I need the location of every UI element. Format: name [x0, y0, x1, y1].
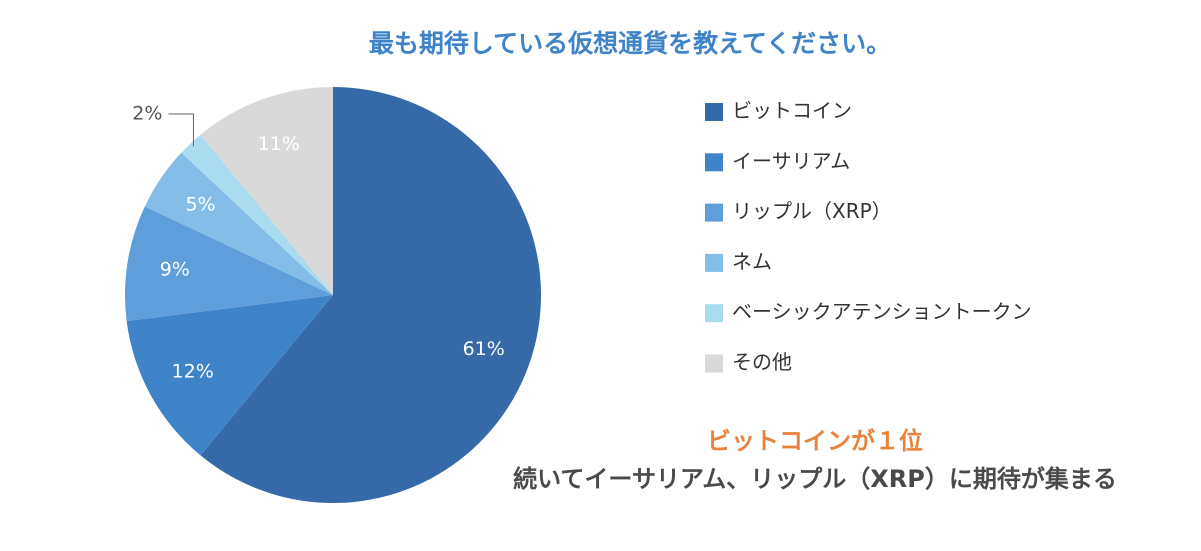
legend-swatch — [705, 253, 723, 272]
data-label: 11% — [258, 133, 300, 155]
data-label: 5% — [185, 193, 215, 215]
legend-label: ベーシックアテンショントークン — [732, 300, 1032, 324]
legend-label: ビットコイン — [732, 99, 852, 123]
leader-line — [168, 113, 194, 147]
legend-swatch — [705, 354, 723, 373]
pie-slice — [181, 134, 333, 295]
legend-label: イーサリアム — [732, 149, 850, 173]
legend-swatch — [705, 153, 723, 172]
pie-slice — [200, 87, 333, 295]
data-label: 9% — [160, 258, 190, 280]
chart-title: 最も期待している仮想通貨を教えてください。 — [369, 29, 891, 58]
legend-label: ネム — [732, 249, 772, 273]
data-label: 12% — [172, 361, 214, 383]
pie-slice — [144, 152, 333, 295]
data-label: 61% — [463, 338, 505, 360]
legend-label: その他 — [732, 350, 792, 374]
legend-swatch — [705, 304, 723, 323]
annotation: ビットコインが１位 — [707, 427, 923, 455]
legend-swatch — [705, 103, 723, 121]
legend-swatch — [705, 203, 723, 222]
pie-slice — [200, 87, 542, 503]
legend-label: リップル（XRP） — [732, 199, 892, 223]
pie-slice — [126, 295, 334, 456]
annotation: 続いてイーサリアム、リップル（XRP）に期待が集まる — [513, 465, 1117, 493]
data-label: 2% — [132, 103, 162, 125]
pie-slice — [125, 206, 334, 322]
